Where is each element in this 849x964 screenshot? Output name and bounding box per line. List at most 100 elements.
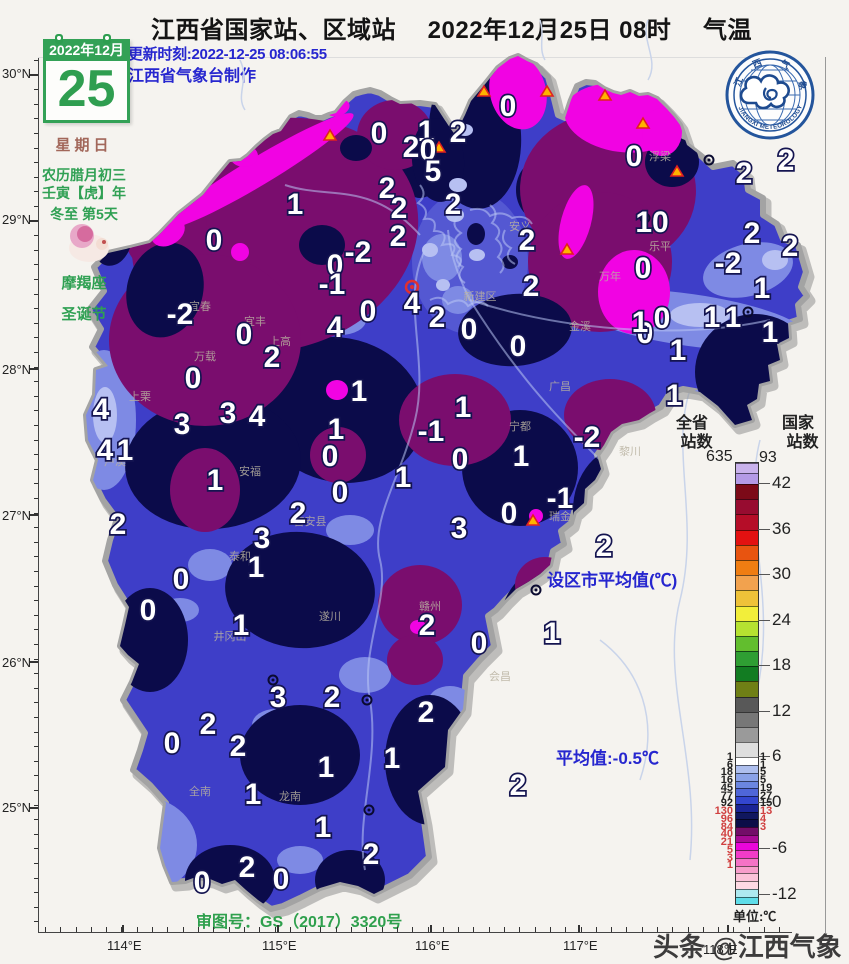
svg-text:10: 10 [635, 206, 668, 239]
svg-text:2: 2 [744, 217, 761, 250]
svg-text:浮梁: 浮梁 [649, 149, 671, 163]
svg-text:-1: -1 [547, 482, 574, 515]
svg-text:1: 1 [632, 306, 649, 339]
svg-text:1: 1 [670, 334, 687, 367]
svg-text:0: 0 [185, 362, 202, 395]
svg-text:新建区: 新建区 [464, 289, 497, 303]
svg-text:2: 2 [596, 530, 613, 563]
svg-text:广昌: 广昌 [549, 380, 571, 393]
svg-text:1: 1 [762, 316, 779, 349]
svg-text:黎川: 黎川 [619, 444, 641, 458]
svg-text:0: 0 [140, 594, 157, 627]
svg-text:0: 0 [273, 863, 290, 896]
svg-text:会昌: 会昌 [489, 670, 511, 683]
svg-text:上栗: 上栗 [129, 390, 151, 403]
svg-text:2: 2 [200, 708, 217, 741]
svg-text:2: 2 [445, 188, 462, 221]
svg-text:4: 4 [93, 393, 110, 426]
svg-text:1: 1 [245, 778, 262, 811]
svg-text:井冈山: 井冈山 [214, 629, 247, 643]
svg-text:万年: 万年 [599, 269, 621, 283]
svg-text:1: 1 [117, 434, 134, 467]
svg-text:2: 2 [523, 270, 540, 303]
svg-text:0: 0 [635, 252, 652, 285]
svg-text:0: 0 [322, 440, 339, 473]
svg-text:1: 1 [395, 461, 412, 494]
svg-text:4: 4 [249, 400, 266, 433]
svg-text:2: 2 [403, 131, 420, 164]
svg-text:2: 2 [264, 341, 281, 374]
svg-text:2: 2 [230, 730, 247, 763]
svg-text:-2: -2 [574, 421, 601, 454]
svg-text:2: 2 [391, 192, 408, 225]
svg-text:0: 0 [360, 295, 377, 328]
svg-text:0: 0 [236, 318, 253, 351]
svg-text:0: 0 [637, 317, 654, 350]
svg-text:2: 2 [419, 609, 436, 642]
svg-text:3: 3 [270, 681, 287, 714]
svg-text:芦溪: 芦溪 [104, 455, 126, 468]
svg-text:1: 1 [248, 551, 265, 584]
svg-text:4: 4 [404, 287, 421, 320]
svg-text:0: 0 [332, 476, 349, 509]
svg-text:1: 1 [328, 413, 345, 446]
svg-text:全南: 全南 [189, 784, 211, 798]
svg-text:3: 3 [451, 512, 468, 545]
svg-text:万载: 万载 [194, 350, 216, 363]
svg-text:金溪: 金溪 [569, 319, 591, 333]
svg-text:0: 0 [173, 563, 190, 596]
svg-text:2: 2 [450, 116, 467, 149]
svg-text:1: 1 [318, 751, 335, 784]
svg-text:-2: -2 [715, 247, 742, 280]
svg-text:0: 0 [164, 727, 181, 760]
svg-text:1: 1 [233, 609, 250, 642]
svg-text:2: 2 [379, 172, 396, 205]
svg-text:-1: -1 [319, 268, 346, 301]
svg-text:0: 0 [194, 866, 211, 899]
svg-text:安义: 安义 [509, 219, 531, 233]
svg-text:-1: -1 [418, 415, 445, 448]
svg-text:上高: 上高 [269, 334, 291, 348]
svg-text:吉安县: 吉安县 [294, 514, 327, 528]
svg-text:0: 0 [452, 443, 469, 476]
svg-text:0: 0 [327, 249, 344, 282]
svg-text:5: 5 [425, 155, 442, 188]
svg-text:0: 0 [654, 302, 671, 335]
svg-text:0: 0 [471, 627, 488, 660]
svg-text:2: 2 [510, 769, 527, 802]
svg-text:2: 2 [239, 851, 256, 884]
svg-text:0: 0 [371, 117, 388, 150]
svg-text:1: 1 [418, 115, 435, 148]
svg-text:2: 2 [418, 696, 435, 729]
svg-text:宜丰: 宜丰 [244, 314, 266, 328]
svg-text:1: 1 [704, 301, 721, 334]
svg-text:1: 1 [544, 617, 561, 650]
svg-text:遂川: 遂川 [319, 609, 341, 623]
svg-text:-2: -2 [345, 236, 372, 269]
svg-text:1: 1 [315, 811, 332, 844]
svg-text:4: 4 [97, 434, 114, 467]
svg-text:0: 0 [626, 140, 643, 173]
svg-text:乐平: 乐平 [649, 240, 671, 253]
svg-text:1: 1 [351, 375, 368, 408]
svg-text:0: 0 [510, 330, 527, 363]
svg-text:1: 1 [384, 742, 401, 775]
svg-text:3: 3 [220, 397, 237, 430]
svg-text:2: 2 [110, 508, 127, 541]
svg-text:2: 2 [519, 224, 536, 257]
svg-text:2: 2 [429, 301, 446, 334]
svg-text:1: 1 [207, 464, 224, 497]
svg-text:1: 1 [455, 391, 472, 424]
svg-text:1: 1 [754, 272, 771, 305]
svg-text:0: 0 [461, 313, 478, 346]
svg-text:3: 3 [174, 408, 191, 441]
svg-text:0: 0 [500, 90, 517, 123]
svg-text:2: 2 [778, 144, 795, 177]
svg-text:宜春: 宜春 [189, 299, 211, 313]
svg-text:-2: -2 [167, 298, 194, 331]
svg-text:2: 2 [736, 157, 753, 190]
svg-text:1: 1 [666, 379, 683, 412]
svg-text:1: 1 [725, 301, 742, 334]
svg-text:2: 2 [390, 220, 407, 253]
svg-text:龙南: 龙南 [279, 790, 301, 803]
